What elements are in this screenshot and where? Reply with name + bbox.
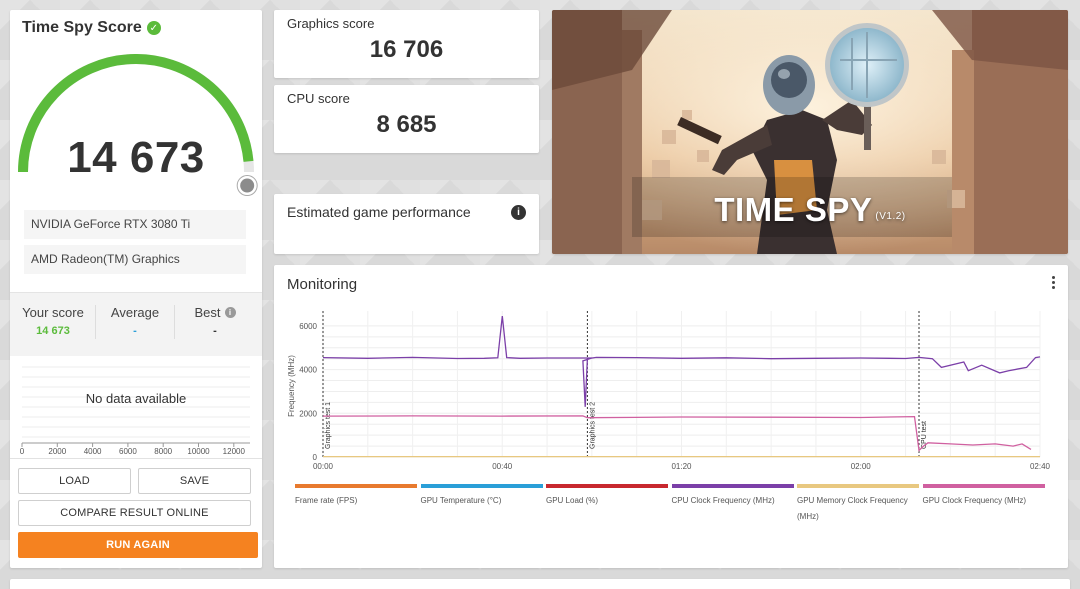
legend-item[interactable]: GPU Clock Frequency (MHz): [922, 484, 1045, 509]
x-tick-label: 00:40: [492, 462, 513, 471]
x-tick-label: 01:20: [671, 462, 692, 471]
compare-online-button[interactable]: COMPARE RESULT ONLINE: [18, 500, 251, 526]
graphics-score-card: Graphics score 16 706: [274, 10, 539, 78]
axis-tick-label: 2000: [48, 447, 66, 455]
monitoring-chart: 0 2000 4000 6000 Frequency (MHz) 00:00 00:40 01…: [287, 311, 1051, 471]
cpu-score-label: CPU score: [287, 91, 350, 106]
series-line: [322, 316, 1041, 407]
score-title-text: Time Spy Score: [22, 19, 142, 36]
legend-label: GPU Temperature (°C): [420, 496, 502, 505]
x-tick-label: 00:00: [313, 462, 334, 471]
no-data-message: No data available: [85, 391, 187, 406]
save-button[interactable]: SAVE: [138, 468, 251, 494]
x-tick-label: 02:00: [851, 462, 872, 471]
test-marker-label: CPU test: [921, 421, 928, 449]
score-gauge: [18, 54, 258, 197]
legend-label: GPU Load (%): [546, 496, 599, 505]
test-marker-label: Graphics test 2: [589, 402, 596, 449]
benchmark-title: TIME SPY (V1.2): [552, 191, 1068, 229]
axis-tick-label: 12000: [223, 447, 246, 455]
best-label-row: Best i: [176, 305, 254, 320]
legend-swatch: [546, 484, 668, 488]
benchmark-artwork: [552, 10, 1068, 254]
best-col: Best i -: [176, 305, 254, 337]
graphics-score-label: Graphics score: [287, 16, 375, 31]
x-tick-label: 02:40: [1030, 462, 1051, 471]
y-tick-label: 0: [313, 453, 318, 462]
y-tick-label: 4000: [299, 366, 317, 375]
legend-label: GPU Clock Frequency (MHz): [922, 496, 1027, 505]
legend-swatch: [797, 484, 919, 488]
legend-swatch: [295, 484, 417, 488]
your-score-value: 14 673: [36, 325, 70, 337]
benchmark-banner: TIME SPY (V1.2): [552, 10, 1068, 254]
stat-divider: [95, 305, 96, 339]
legend-item[interactable]: Frame rate (FPS): [295, 484, 417, 509]
test-marker-label: Graphics test 1: [325, 402, 332, 449]
legend-item[interactable]: GPU Memory Clock Frequency (MHz): [797, 484, 919, 525]
next-section: [10, 579, 1070, 589]
y-tick-label: 2000: [299, 409, 317, 418]
best-label: Best: [194, 305, 221, 320]
legend-swatch: [671, 484, 794, 488]
legend-label: CPU Clock Frequency (MHz): [671, 496, 775, 505]
legend-label: Frame rate (FPS): [295, 496, 358, 505]
score-panel-title: Time Spy Score ✓: [22, 19, 161, 37]
axis-tick-label: 8000: [154, 447, 172, 455]
axis-tick-label: 10000: [187, 447, 210, 455]
score-distribution-chart: 0 2000 4000 6000 8000 10000 12000: [20, 366, 250, 455]
series-line: [322, 415, 1032, 452]
legend-swatch: [420, 484, 543, 488]
gauge-knob-center: [240, 178, 255, 193]
your-score-col: Your score 14 673: [14, 305, 92, 337]
monitoring-title: Monitoring: [287, 276, 358, 293]
best-value: -: [213, 325, 217, 337]
total-score: 14 673: [67, 133, 205, 182]
load-button[interactable]: LOAD: [18, 468, 131, 494]
y-axis-label: Frequency (MHz): [287, 355, 296, 417]
legend-label: GPU Memory Clock Frequency (MHz): [797, 496, 908, 521]
gpu-name: NVIDIA GeForce RTX 3080 Ti: [24, 210, 246, 239]
gauge-fill: [18, 54, 254, 173]
score-panel: Time Spy Score ✓ 14 673 NVIDIA GeForce R…: [10, 10, 262, 568]
legend-item[interactable]: CPU Clock Frequency (MHz): [671, 484, 794, 509]
run-again-button[interactable]: RUN AGAIN: [18, 532, 258, 558]
y-tick-label: 6000: [299, 322, 317, 331]
stat-divider: [174, 305, 175, 339]
benchmark-title-text: TIME SPY: [714, 191, 873, 228]
estimated-game-performance[interactable]: Estimated game performance i: [274, 194, 539, 254]
estimated-performance-label: Estimated game performance: [287, 204, 471, 220]
average-label: Average: [110, 305, 160, 320]
legend-item[interactable]: GPU Load (%): [546, 484, 668, 509]
your-score-label: Your score: [22, 305, 84, 320]
average-col: Average -: [96, 305, 174, 337]
info-icon[interactable]: i: [511, 205, 526, 220]
info-icon[interactable]: i: [224, 307, 236, 318]
average-value: -: [133, 325, 137, 337]
legend-item[interactable]: GPU Temperature (°C): [420, 484, 543, 509]
axis-tick-label: 0: [20, 447, 25, 455]
graphics-score-value: 16 706: [369, 36, 444, 63]
more-options-icon[interactable]: [1052, 276, 1056, 289]
legend-swatch: [922, 484, 1045, 488]
divider: [10, 458, 262, 459]
check-icon: ✓: [146, 21, 161, 35]
cpu-score-value: 8 685: [376, 111, 437, 138]
benchmark-version: (V1.2): [875, 211, 906, 222]
cpu-score-card: CPU score 8 685: [274, 85, 539, 153]
cpu-name: AMD Radeon(TM) Graphics: [24, 245, 246, 274]
score-comparison: Your score 14 673 Average - Best i -: [10, 292, 262, 356]
axis-tick-label: 6000: [119, 447, 137, 455]
axis-tick-label: 4000: [84, 447, 102, 455]
monitoring-panel: Monitoring 0 2000 4000 6000 Frequency (MHz) 0…: [274, 265, 1068, 568]
